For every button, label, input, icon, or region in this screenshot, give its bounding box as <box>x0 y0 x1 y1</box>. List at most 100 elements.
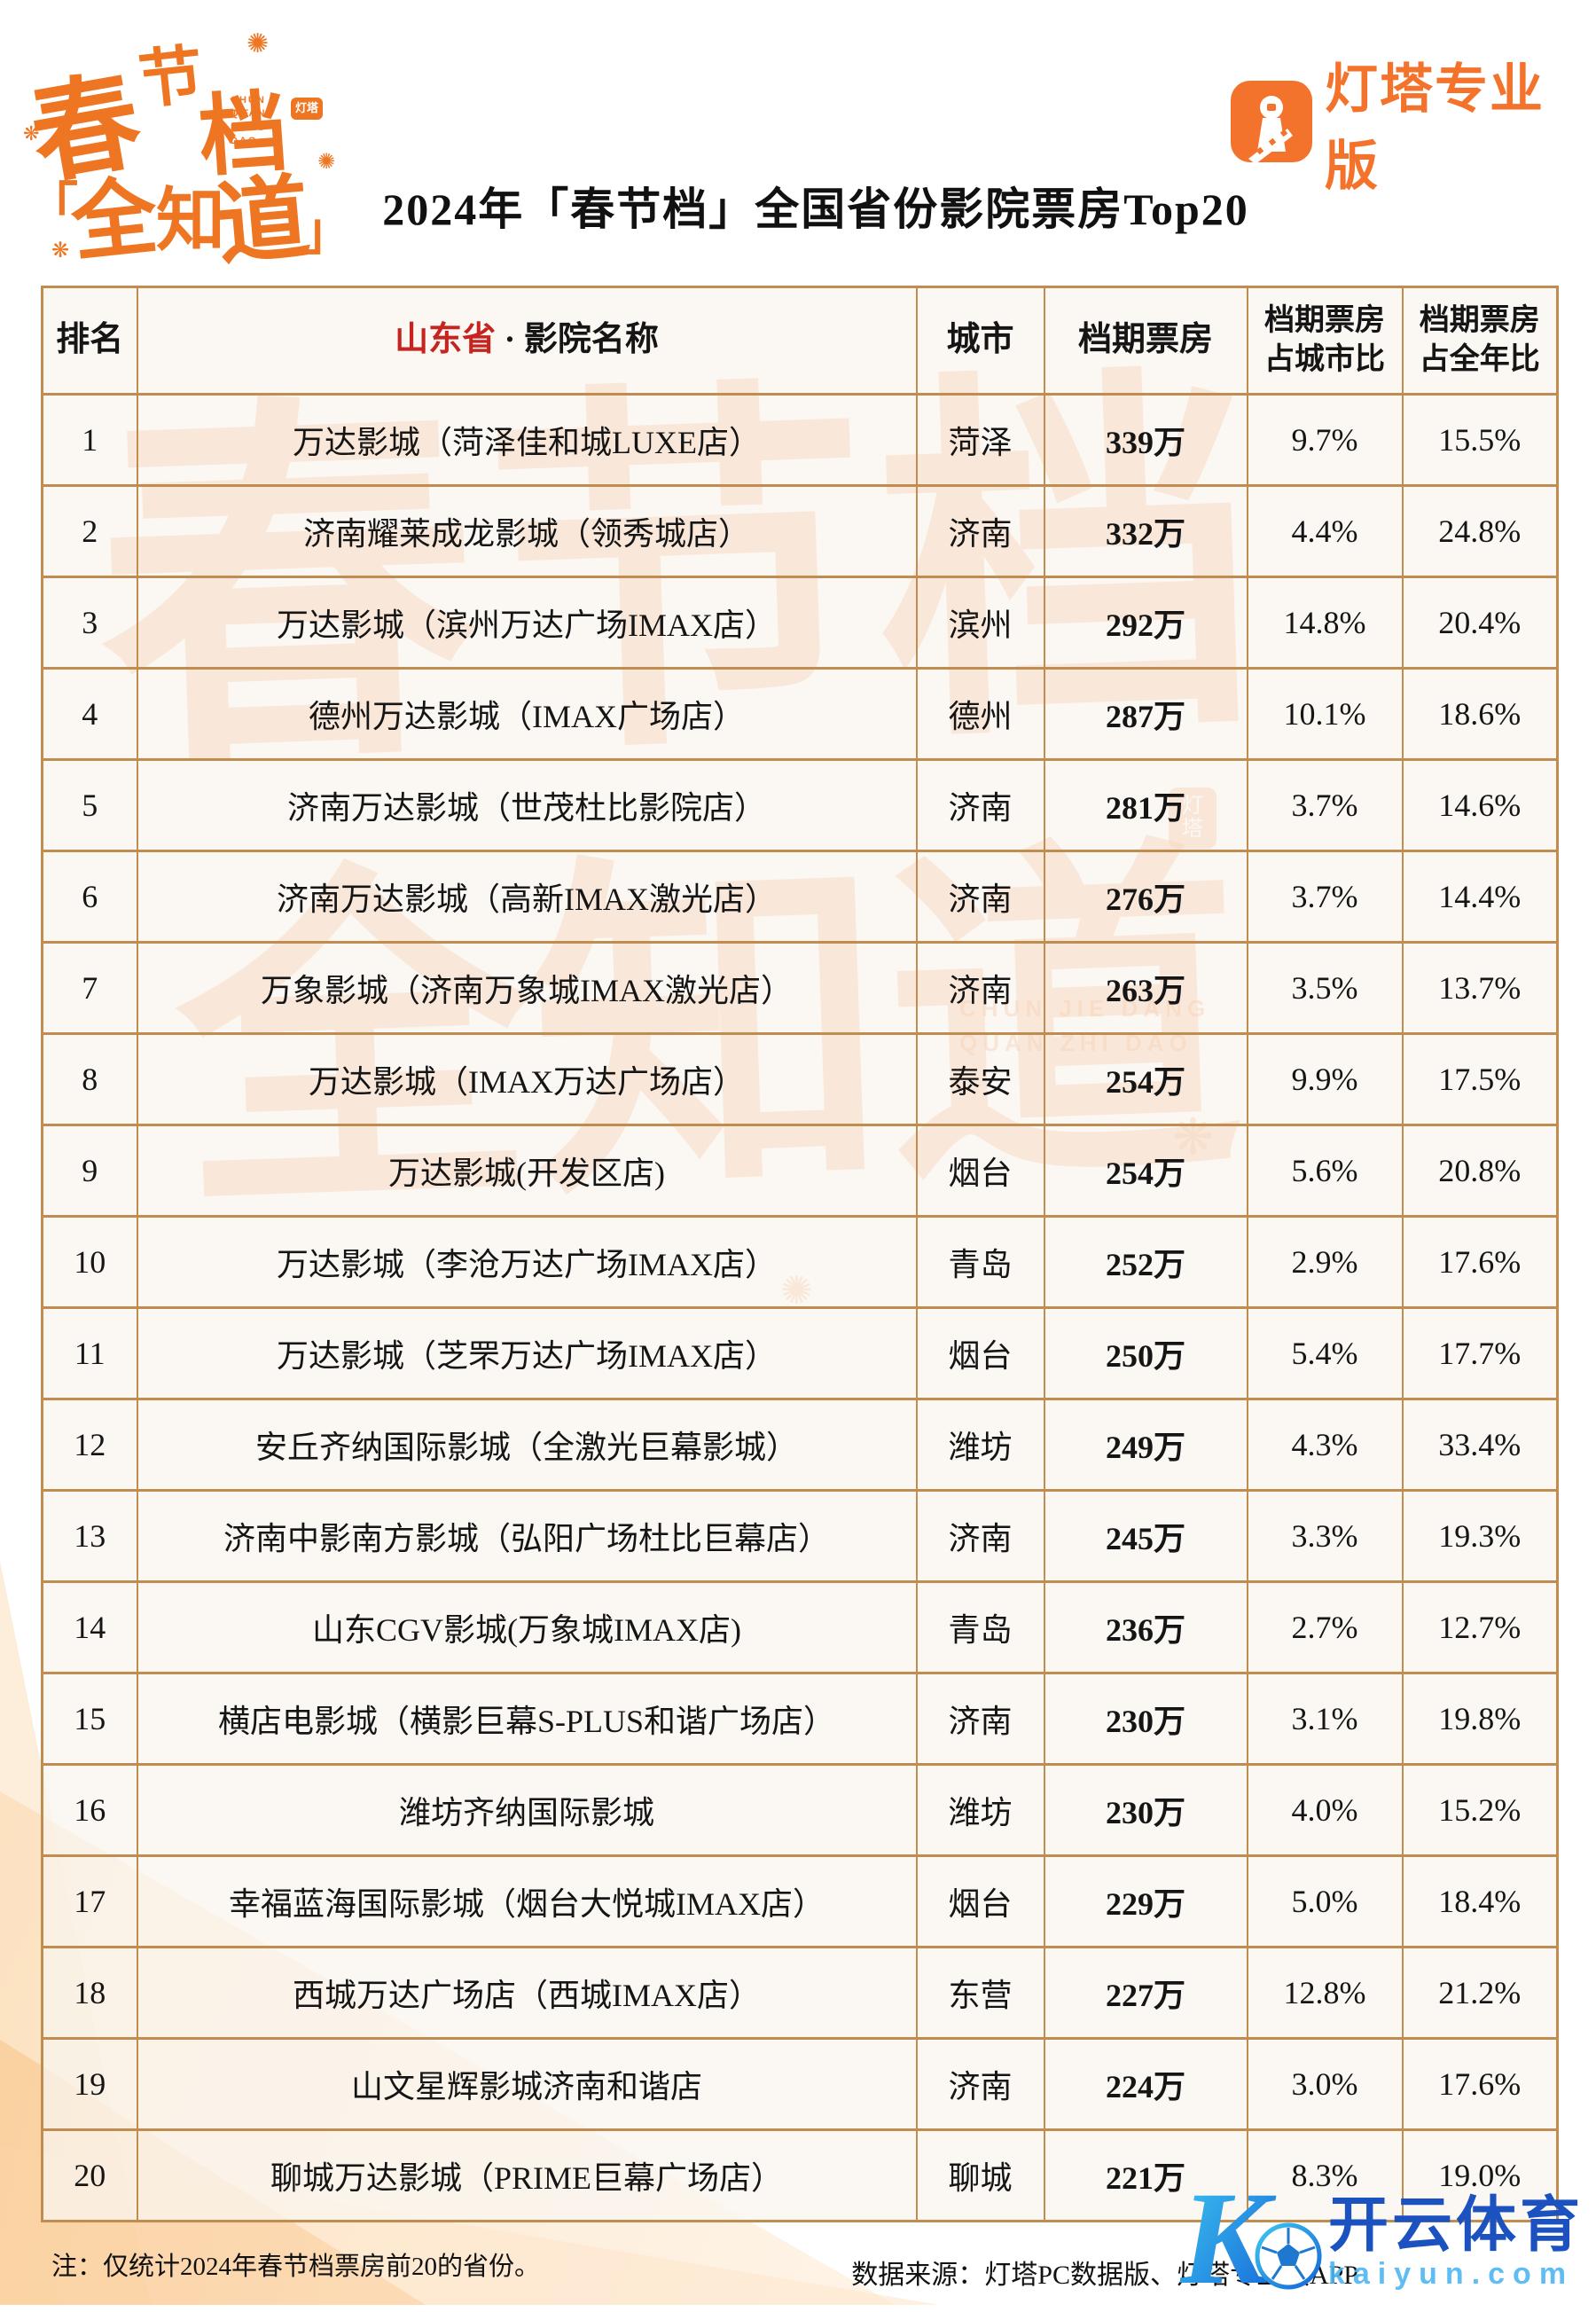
city-share-cell: 3.0% <box>1246 2037 1404 2131</box>
box-office-cell: 230万 <box>1043 1672 1248 1766</box>
city-cell: 潍坊 <box>915 1398 1045 1492</box>
box-office-cell: 281万 <box>1043 758 1248 852</box>
box-office-cell: 229万 <box>1043 1854 1248 1948</box>
cinema-name-cell: 幸福蓝海国际影城（烟台大悦城IMAX店） <box>136 1854 918 1948</box>
data-source: 数据来源：灯塔PC数据版、灯塔专业版APP <box>851 2261 1358 2290</box>
cinema-name-cell: 山东CGV影城(万象城IMAX店) <box>136 1580 918 1674</box>
table-row: 7 万象影城（济南万象城IMAX激光店） 济南 263万 3.5% 13.7% <box>41 941 1559 1035</box>
rank-cell: 6 <box>41 850 138 944</box>
city-cell: 泰安 <box>915 1032 1045 1126</box>
rank-cell: 3 <box>41 576 138 670</box>
box-office-cell: 252万 <box>1043 1215 1248 1309</box>
city-share-cell: 9.9% <box>1246 1032 1404 1126</box>
box-office-cell: 263万 <box>1043 941 1248 1035</box>
box-office-cell: 245万 <box>1043 1489 1248 1583</box>
city-cell: 潍坊 <box>915 1763 1045 1857</box>
city-share-cell: 5.4% <box>1246 1306 1404 1400</box>
city-cell: 德州 <box>915 667 1045 761</box>
table-row: 4 德州万达影城（IMAX广场店） 德州 287万 10.1% 18.6% <box>41 667 1559 761</box>
logo-seal: 灯塔 <box>291 98 323 120</box>
box-office-cell: 254万 <box>1043 1032 1248 1126</box>
city-share-cell: 8.3% <box>1246 2128 1404 2222</box>
rank-cell: 19 <box>41 2037 138 2131</box>
rank-cell: 2 <box>41 484 138 578</box>
firework-icon: ❋ <box>51 239 70 263</box>
rank-cell: 13 <box>41 1489 138 1583</box>
firework-icon: ❋ <box>23 122 40 145</box>
rank-cell: 5 <box>41 758 138 852</box>
rank-cell: 8 <box>41 1032 138 1126</box>
cinema-name-cell: 万达影城（菏泽佳和城LUXE店） <box>136 393 918 487</box>
city-share-cell: 3.1% <box>1246 1672 1404 1766</box>
table-row: 11 万达影城（芝罘万达广场IMAX店） 烟台 250万 5.4% 17.7% <box>41 1306 1559 1400</box>
rank-cell: 15 <box>41 1672 138 1766</box>
table-row: 3 万达影城（滨州万达广场IMAX店） 滨州 292万 14.8% 20.4% <box>41 576 1559 670</box>
city-share-cell: 3.7% <box>1246 850 1404 944</box>
box-office-cell: 339万 <box>1043 393 1248 487</box>
year-share-cell: 12.7% <box>1401 1580 1559 1674</box>
table-row: 5 济南万达影城（世茂杜比影院店） 济南 281万 3.7% 14.6% <box>41 758 1559 852</box>
header-year-share-line1: 档期票房 <box>1419 303 1540 337</box>
logo-char: 知 <box>156 181 226 259</box>
box-office-cell: 254万 <box>1043 1124 1248 1218</box>
cinema-name-cell: 济南中影南方影城（弘阳广场杜比巨幕店） <box>136 1489 918 1583</box>
rank-cell: 20 <box>41 2128 138 2222</box>
box-office-cell: 292万 <box>1043 576 1248 670</box>
table-row: 6 济南万达影城（高新IMAX激光店） 济南 276万 3.7% 14.4% <box>41 850 1559 944</box>
year-share-cell: 15.5% <box>1401 393 1559 487</box>
header-city-share: 档期票房 占城市比 <box>1246 286 1404 396</box>
lighthouse-icon <box>1231 80 1312 167</box>
city-share-cell: 14.8% <box>1246 576 1404 670</box>
firework-icon: ✺ <box>317 150 336 174</box>
table-row: 17 幸福蓝海国际影城（烟台大悦城IMAX店） 烟台 229万 5.0% 18.4% <box>41 1854 1559 1948</box>
table-row: 2 济南耀莱成龙影城（领秀城店） 济南 332万 4.4% 24.8% <box>41 484 1559 578</box>
cinema-name-cell: 万达影城（芝罘万达广场IMAX店） <box>136 1306 918 1400</box>
header-year-share-line2: 占全年比 <box>1419 343 1540 376</box>
box-office-cell: 224万 <box>1043 2037 1248 2131</box>
box-office-table: 排名 山东省 · 影院名称 城市 档期票房 档期票房 占城市比 档期票房 占全年比 … <box>41 286 1559 2222</box>
year-share-cell: 20.4% <box>1401 576 1559 670</box>
table-row: 14 山东CGV影城(万象城IMAX店) 青岛 236万 2.7% 12.7% <box>41 1580 1559 1674</box>
rank-cell: 16 <box>41 1763 138 1857</box>
cinema-name-cell: 济南耀莱成龙影城（领秀城店） <box>136 484 918 578</box>
cinema-name-cell: 潍坊齐纳国际影城 <box>136 1763 918 1857</box>
rank-cell: 4 <box>41 667 138 761</box>
logo-char: 」 <box>301 203 354 261</box>
table-row: 18 西城万达广场店（西城IMAX店） 东营 227万 12.8% 21.2% <box>41 1946 1559 2040</box>
year-share-cell: 14.4% <box>1401 850 1559 944</box>
dengta-pro-logo: 灯塔专业版 <box>1231 46 1596 200</box>
table-row: 15 横店电影城（横影巨幕S-PLUS和谐广场店） 济南 230万 3.1% 19.8% <box>41 1672 1559 1766</box>
rank-cell: 18 <box>41 1946 138 2040</box>
table-body: 1 万达影城（菏泽佳和城LUXE店） 菏泽 339万 9.7% 15.5% 2 济南耀莱成龙影… <box>41 393 1559 2222</box>
header-cinema: 影院名称 <box>523 321 659 359</box>
logo-caption-line1: CHUN JIE DANG <box>231 95 267 133</box>
table-row: 13 济南中影南方影城（弘阳广场杜比巨幕店） 济南 245万 3.3% 19.3% <box>41 1489 1559 1583</box>
header-rank: 排名 <box>41 286 138 396</box>
cinema-name-cell: 万达影城(开发区店) <box>136 1124 918 1218</box>
city-cell: 烟台 <box>915 1854 1045 1948</box>
box-office-cell: 236万 <box>1043 1580 1248 1674</box>
city-cell: 烟台 <box>915 1306 1045 1400</box>
rank-cell: 11 <box>41 1306 138 1400</box>
city-cell: 菏泽 <box>915 393 1045 487</box>
city-cell: 青岛 <box>915 1580 1045 1674</box>
header-year-share: 档期票房 占全年比 <box>1401 286 1559 396</box>
city-cell: 烟台 <box>915 1124 1045 1218</box>
table-row: 20 聊城万达影城（PRIME巨幕广场店） 聊城 221万 8.3% 19.0% <box>41 2128 1559 2222</box>
city-cell: 聊城 <box>915 2128 1045 2222</box>
city-share-cell: 2.7% <box>1246 1580 1404 1674</box>
rank-cell: 10 <box>41 1215 138 1309</box>
rank-cell: 9 <box>41 1124 138 1218</box>
city-cell: 济南 <box>915 758 1045 852</box>
rank-cell: 1 <box>41 393 138 487</box>
year-share-cell: 21.2% <box>1401 1946 1559 2040</box>
box-office-cell: 332万 <box>1043 484 1248 578</box>
city-share-cell: 5.6% <box>1246 1124 1404 1218</box>
year-share-cell: 19.0% <box>1401 2128 1559 2222</box>
spring-festival-logo: 春 节 档 「 全 知 道 」 CHUN JIE DANG QUAN ZHI D… <box>22 16 353 277</box>
header-city-share-line1: 档期票房 <box>1264 303 1385 337</box>
cinema-name-cell: 万达影城（李沧万达广场IMAX店） <box>136 1215 918 1309</box>
year-share-cell: 17.7% <box>1401 1306 1559 1400</box>
box-office-cell: 276万 <box>1043 850 1248 944</box>
table-row: 9 万达影城(开发区店) 烟台 254万 5.6% 20.8% <box>41 1124 1559 1218</box>
